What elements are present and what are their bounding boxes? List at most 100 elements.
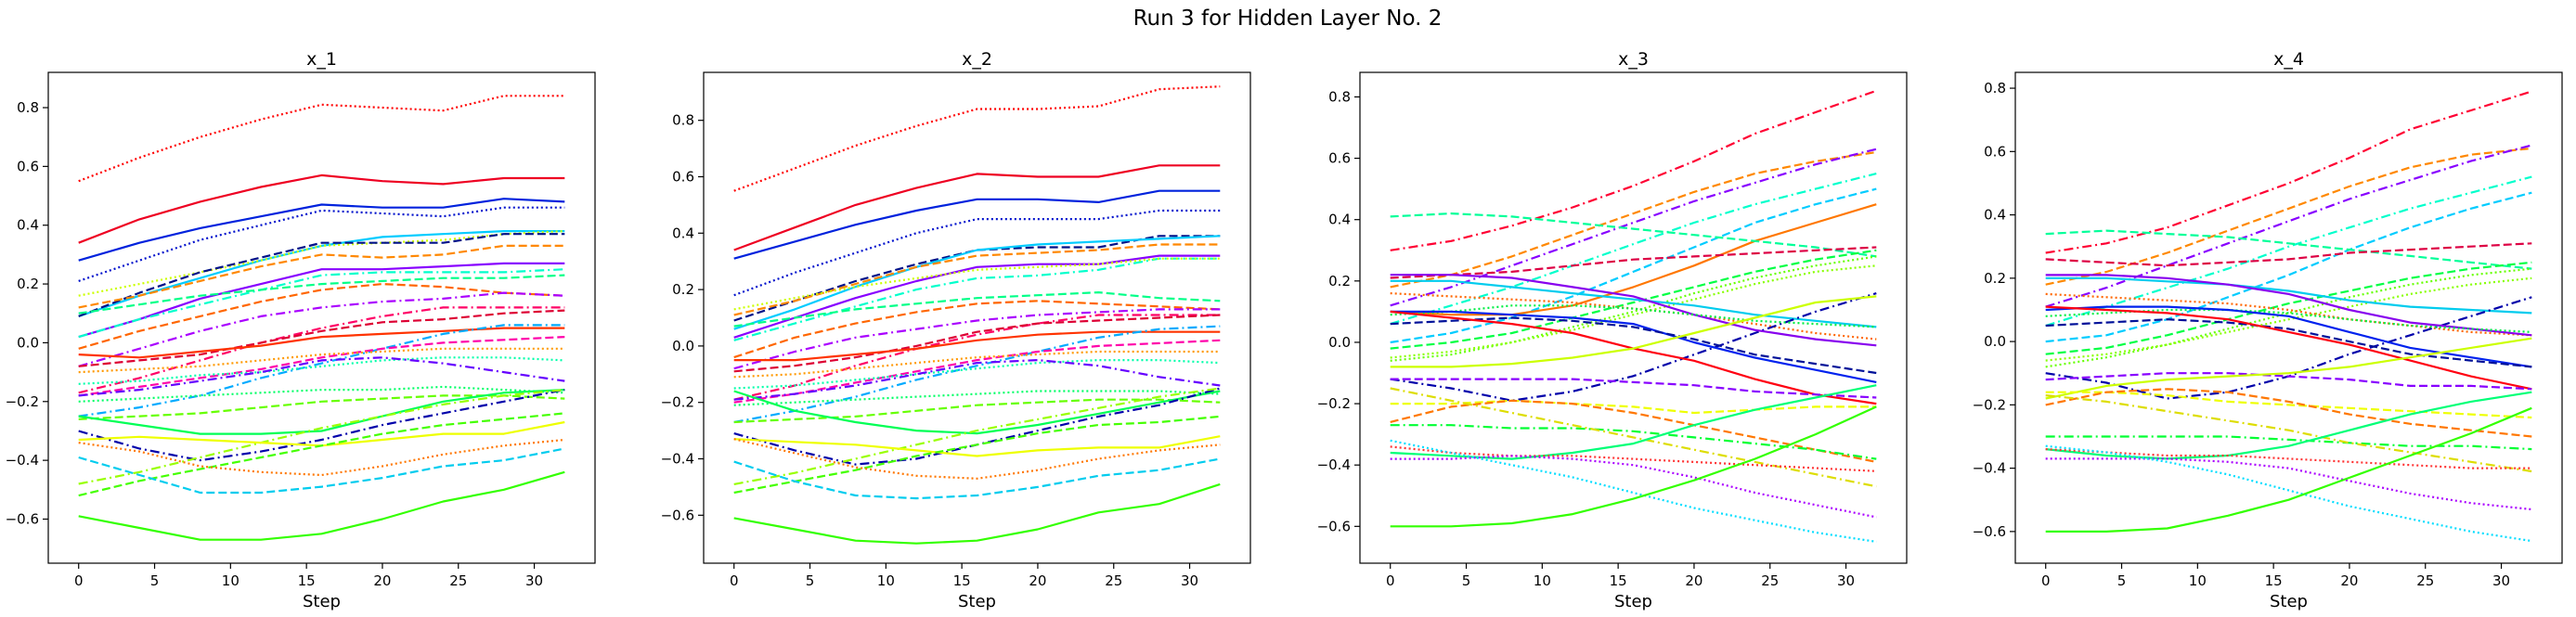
x-tick-label: 25: [2416, 572, 2434, 589]
series-line-10: [78, 268, 565, 339]
series-line-8: [1390, 246, 1877, 279]
series-line-7: [2045, 242, 2532, 267]
x-axis-label: Step: [2270, 592, 2308, 611]
y-tick-label: −0.6: [6, 510, 39, 527]
y-tick-label: 0.6: [1328, 150, 1351, 167]
series-line-3: [78, 198, 565, 262]
series-line-2: [1390, 150, 1877, 289]
series-line-15: [1390, 274, 1877, 347]
series-line-17: [733, 325, 1221, 424]
series-line-14: [78, 306, 565, 394]
series-line-19: [2045, 372, 2532, 391]
series-line-18: [2045, 305, 2532, 391]
y-tick-label: 0.0: [1984, 333, 2006, 350]
series-line-31: [733, 482, 1221, 545]
series-line-16: [2045, 305, 2532, 368]
series-line-21: [1390, 295, 1877, 368]
x-tick-label: 10: [2189, 572, 2207, 589]
series-line-30: [1390, 405, 1877, 528]
y-tick-label: 0.8: [672, 112, 694, 129]
series-line-12: [78, 283, 565, 350]
x-tick-label: 20: [1685, 572, 1702, 589]
x-tick-label: 15: [953, 572, 971, 589]
x-tick-label: 15: [298, 572, 316, 589]
series-line-11: [1390, 264, 1877, 359]
series-line-14: [2045, 274, 2532, 337]
series-line-22: [1390, 399, 1877, 415]
series-line-24: [733, 390, 1221, 435]
subplot-3: 0 5 10 15 20 25 30 −0.6 −0.4 −0.2 0.0 0.2 0.4 0.6 0.8 x…: [1317, 49, 1908, 611]
y-tick-label: 0.4: [17, 217, 39, 234]
y-tick-label: 0.4: [1328, 212, 1351, 228]
axes-frame: [703, 71, 1251, 564]
subplot-4: 0 5 10 15 20 25 30 −0.6 −0.4 −0.2 0.0 0.2 0.4 0.6 0.8 x…: [1973, 49, 2563, 611]
series-line-14: [733, 314, 1221, 401]
subplot-title: x_3: [1618, 49, 1649, 70]
y-tick-label: 0.2: [1984, 270, 2006, 287]
series-line-24: [1390, 424, 1877, 460]
series-line-29: [1390, 439, 1877, 543]
y-tick-label: −0.6: [1973, 523, 2006, 540]
series-line-13: [733, 308, 1221, 370]
y-tick-label: 0.8: [17, 99, 39, 116]
series-line-25: [78, 389, 565, 462]
x-tick-label: 5: [806, 572, 815, 589]
series-line-26: [2045, 448, 2532, 469]
y-tick-label: 0.6: [1984, 143, 2006, 160]
series-line-17: [1390, 310, 1877, 383]
y-tick-label: 0.6: [17, 158, 39, 174]
series-line-2: [733, 164, 1221, 251]
series-line-15: [733, 314, 1221, 373]
y-tick-label: 0.4: [1984, 207, 2006, 224]
series-line-12: [733, 300, 1221, 359]
series-line-24: [78, 389, 565, 435]
series-line-27: [733, 435, 1221, 457]
series-line-8: [78, 244, 565, 309]
x-tick-label: 0: [1386, 572, 1395, 589]
series-line-1: [78, 95, 565, 183]
series-line-12: [1390, 279, 1877, 328]
x-tick-label: 0: [74, 572, 84, 589]
series-line-17: [78, 324, 565, 418]
series-line-24: [2045, 394, 2532, 473]
series-line-4: [2045, 175, 2532, 328]
series-line-1: [2045, 90, 2532, 254]
series-line-30: [78, 447, 565, 495]
subplot-title: x_4: [2273, 49, 2304, 70]
series-line-5: [78, 230, 565, 317]
series-line-7: [733, 243, 1221, 316]
series-line-27: [2045, 457, 2532, 511]
series-line-29: [78, 438, 565, 477]
series-line-2: [78, 174, 565, 244]
series-group: [2045, 90, 2532, 543]
series-line-18: [1390, 316, 1877, 375]
x-tick-label: 5: [150, 572, 160, 589]
subplot-title: x_2: [962, 49, 992, 70]
series-line-23: [2045, 435, 2532, 451]
series-line-3: [2045, 144, 2532, 308]
y-tick-label: −0.6: [661, 507, 694, 523]
x-tick-label: 30: [1181, 572, 1198, 589]
series-line-20: [1390, 378, 1877, 399]
series-line-15: [78, 309, 565, 367]
y-tick-label: 0.0: [672, 338, 694, 354]
series-line-8: [2045, 261, 2532, 355]
series-group: [733, 85, 1221, 545]
series-line-14: [1390, 292, 1877, 402]
series-line-11: [733, 291, 1221, 328]
series-line-21: [2045, 391, 2532, 419]
x-tick-label: 25: [1761, 572, 1779, 589]
series-line-30: [733, 457, 1221, 500]
y-tick-label: −0.4: [661, 451, 694, 468]
series-group: [1390, 89, 1877, 543]
series-line-5: [1390, 187, 1877, 344]
series-line-9: [78, 262, 565, 339]
x-tick-label: 15: [2265, 572, 2283, 589]
x-tick-label: 0: [2041, 572, 2051, 589]
series-line-20: [2045, 337, 2532, 400]
axes-frame: [47, 71, 596, 564]
y-tick-label: −0.6: [1317, 518, 1351, 534]
x-axis-label: Step: [1614, 592, 1652, 611]
y-tick-label: −0.4: [1317, 456, 1351, 473]
series-line-22: [2045, 388, 2532, 438]
